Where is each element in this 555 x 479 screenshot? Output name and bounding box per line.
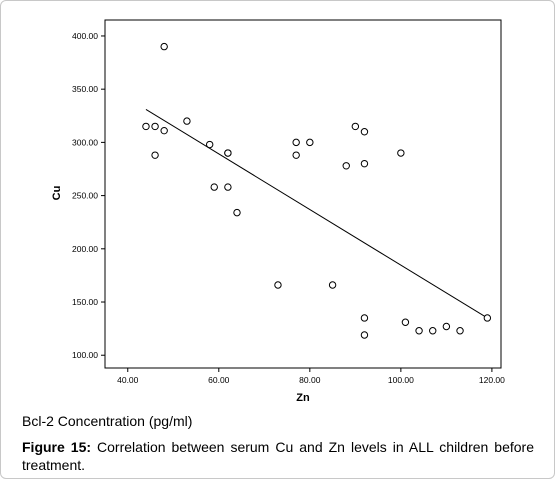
data-points	[142, 42, 492, 339]
data-point	[360, 128, 369, 136]
data-point	[442, 322, 451, 331]
scatter-chart: 100.00 150.00 200.00 250.00 300.00 350.00 400.…	[51, 19, 505, 404]
data-point	[328, 281, 337, 289]
x-tick-label: 60.00	[208, 375, 230, 385]
y-axis-ticks: 100.00 150.00 200.00 250.00 300.00 350.00 400.…	[72, 31, 105, 360]
y-tick-label: 200.00	[72, 244, 98, 254]
data-point	[224, 149, 232, 157]
data-point	[210, 183, 218, 191]
data-point	[274, 281, 282, 289]
data-point	[183, 117, 191, 125]
data-point	[456, 327, 464, 335]
data-point	[160, 126, 168, 135]
concentration-note: Bcl-2 Concentration (pg/ml)	[22, 413, 193, 429]
data-point	[483, 314, 492, 322]
y-tick-label: 300.00	[72, 137, 98, 147]
data-point	[360, 159, 369, 168]
y-tick-label: 350.00	[72, 84, 98, 94]
figure-caption: Figure 15: Correlation between serum Cu …	[22, 438, 534, 474]
data-point	[160, 42, 168, 51]
data-point	[360, 331, 369, 339]
y-tick-label: 250.00	[72, 191, 98, 201]
data-point	[205, 140, 214, 149]
data-point	[142, 122, 150, 131]
data-point	[351, 122, 360, 131]
x-tick-label: 100.00	[388, 375, 414, 385]
data-point	[151, 151, 159, 159]
data-point	[401, 318, 410, 326]
caption-text: Correlation between serum Cu and Zn leve…	[22, 439, 535, 473]
data-point	[292, 138, 300, 147]
data-point	[292, 151, 300, 159]
x-tick-label: 120.00	[479, 375, 505, 385]
data-point	[151, 122, 159, 131]
plot-area	[104, 19, 502, 369]
caption-label: Figure 15:	[22, 439, 92, 455]
y-tick-label: 150.00	[72, 297, 98, 307]
x-tick-label: 40.00	[117, 375, 139, 385]
data-point	[233, 208, 241, 217]
x-tick-label: 80.00	[299, 375, 321, 385]
data-point	[397, 149, 405, 157]
data-point	[342, 162, 350, 170]
data-point	[224, 183, 232, 191]
y-tick-label: 100.00	[72, 350, 98, 360]
data-point	[429, 327, 437, 335]
x-axis-label: Zn	[296, 392, 310, 404]
y-axis-label: Cu	[51, 186, 63, 201]
data-point	[415, 327, 423, 335]
data-point	[306, 138, 314, 147]
x-axis-ticks: 40.00 60.00 80.00 100.00 120.00	[117, 368, 505, 385]
y-tick-label: 400.00	[72, 31, 98, 41]
data-point	[360, 314, 369, 322]
regression-line	[145, 108, 488, 319]
